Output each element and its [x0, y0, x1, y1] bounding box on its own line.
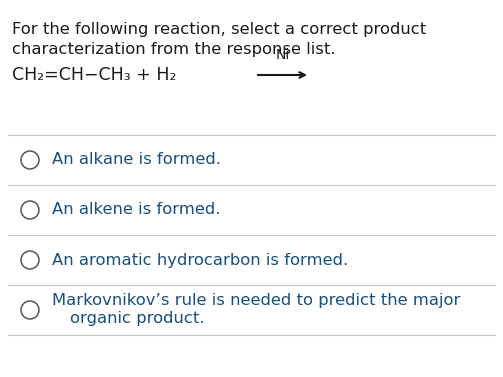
Text: An alkene is formed.: An alkene is formed. [52, 202, 220, 218]
Text: Ni: Ni [275, 48, 290, 62]
Text: Markovnikov’s rule is needed to predict the major: Markovnikov’s rule is needed to predict … [52, 294, 460, 308]
Text: An alkane is formed.: An alkane is formed. [52, 153, 221, 167]
Text: organic product.: organic product. [70, 311, 205, 326]
Text: For the following reaction, select a correct product: For the following reaction, select a cor… [12, 22, 426, 37]
Text: An aromatic hydrocarbon is formed.: An aromatic hydrocarbon is formed. [52, 253, 348, 268]
Text: CH₂=CH−CH₃ + H₂: CH₂=CH−CH₃ + H₂ [12, 66, 177, 84]
Text: characterization from the response list.: characterization from the response list. [12, 42, 336, 57]
